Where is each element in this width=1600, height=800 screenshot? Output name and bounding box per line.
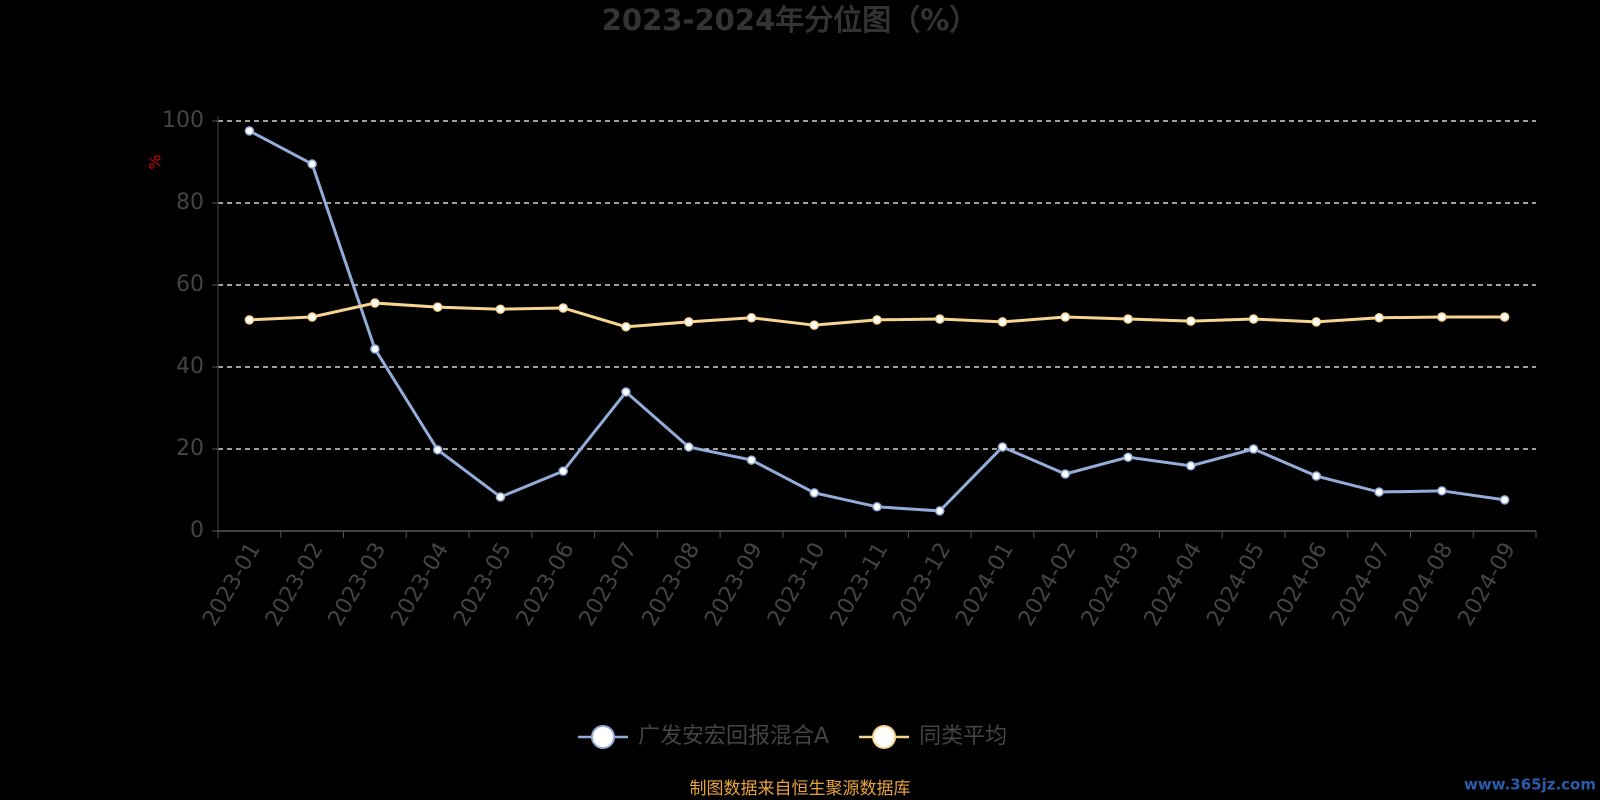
y-tick-label: 40	[176, 354, 204, 379]
data-point	[370, 344, 380, 354]
y-tick-label: 20	[176, 436, 204, 461]
x-tick-label: 2023-01	[198, 539, 266, 631]
legend-label: 同类平均	[919, 724, 1007, 749]
y-tick-label: 0	[190, 518, 204, 543]
data-point	[244, 126, 255, 136]
data-point	[935, 506, 945, 516]
data-point	[997, 317, 1008, 327]
data-point	[495, 304, 506, 314]
x-tick-label: 2024-08	[1391, 539, 1459, 631]
data-point	[307, 159, 317, 169]
x-tick-label: 2023-08	[637, 539, 705, 631]
data-point	[1248, 444, 1259, 454]
data-point	[746, 455, 757, 465]
legend-label: 广发安宏回报混合A	[638, 724, 829, 749]
x-tick-label: 2023-10	[763, 539, 831, 631]
data-point	[621, 322, 631, 332]
data-point	[1374, 487, 1384, 497]
data-point	[558, 466, 568, 476]
x-tick-label: 2024-01	[951, 539, 1019, 631]
x-tick-label: 2024-02	[1014, 539, 1082, 631]
data-point	[244, 315, 255, 325]
x-tick-label: 2023-05	[449, 539, 517, 631]
data-point	[432, 302, 443, 312]
data-point	[1499, 312, 1510, 322]
legend-marker	[872, 725, 897, 749]
data-point	[683, 317, 694, 327]
data-point	[746, 313, 757, 323]
watermark: www.365jz.com	[1464, 776, 1596, 794]
x-tick-label: 2023-09	[700, 539, 768, 631]
data-point	[683, 442, 694, 452]
data-point	[558, 303, 568, 313]
x-tick-label: 2024-09	[1453, 539, 1521, 631]
y-axis-label: %	[146, 154, 165, 169]
x-tick-label: 2023-03	[324, 539, 392, 631]
data-point	[1374, 313, 1384, 323]
data-point	[432, 445, 443, 455]
x-tick-label: 2024-04	[1140, 539, 1208, 631]
data-point	[307, 312, 317, 322]
legend-marker	[591, 725, 615, 749]
y-tick-label: 100	[162, 108, 204, 133]
data-point	[809, 488, 819, 498]
data-point	[1499, 495, 1510, 505]
data-point	[1437, 312, 1447, 322]
data-point	[1311, 471, 1322, 481]
data-point	[1248, 314, 1259, 324]
data-point	[872, 315, 882, 325]
x-tick-label: 2023-11	[826, 539, 894, 631]
data-point	[935, 314, 945, 324]
x-tick-label: 2023-07	[575, 539, 643, 631]
data-point	[621, 387, 631, 397]
x-tick-label: 2024-03	[1077, 539, 1145, 631]
data-point	[809, 320, 819, 330]
data-point	[495, 492, 506, 502]
data-point	[1060, 469, 1071, 479]
data-point	[1311, 317, 1322, 327]
x-tick-label: 2024-07	[1328, 539, 1396, 631]
data-point	[1186, 461, 1196, 471]
x-tick-label: 2023-04	[386, 539, 454, 631]
data-point	[1186, 316, 1196, 326]
data-point	[1123, 452, 1133, 462]
data-point	[1123, 314, 1133, 324]
data-point	[872, 502, 882, 512]
x-tick-label: 2023-06	[512, 539, 580, 631]
x-tick-label: 2024-05	[1202, 539, 1270, 631]
data-point	[997, 442, 1008, 452]
data-point	[1437, 486, 1447, 496]
chart-title: 2023-2024年分位图（%）	[602, 3, 979, 37]
data-point	[1060, 312, 1071, 322]
footer: 制图数据来自恒生聚源数据库	[690, 779, 911, 799]
y-tick-label: 80	[176, 190, 204, 215]
y-tick-label: 60	[176, 272, 204, 297]
x-tick-label: 2024-06	[1265, 539, 1333, 631]
x-tick-label: 2023-02	[261, 539, 329, 631]
x-tick-label: 2023-12	[889, 539, 957, 631]
data-point	[370, 298, 380, 308]
